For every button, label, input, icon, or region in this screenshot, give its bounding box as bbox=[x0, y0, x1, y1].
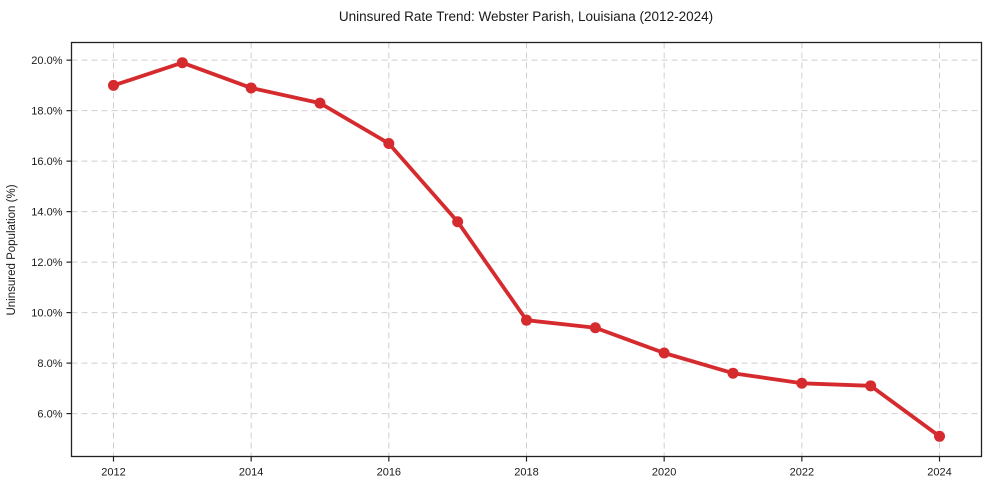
trend-line bbox=[111, 60, 942, 439]
y-axis-label: Uninsured Population (%) bbox=[6, 184, 18, 315]
x-tick-label: 2018 bbox=[514, 467, 538, 479]
x-tick-label: 2016 bbox=[377, 467, 401, 479]
x-tick-label: 2022 bbox=[790, 467, 814, 479]
data-point-marker bbox=[589, 322, 601, 334]
x-tick-label: 2014 bbox=[239, 467, 263, 479]
y-tick-label: 8.0% bbox=[37, 358, 62, 370]
y-tick-label: 20.0% bbox=[31, 55, 62, 67]
data-point-marker bbox=[314, 97, 326, 109]
data-point-marker bbox=[107, 79, 119, 91]
data-point-marker bbox=[383, 137, 395, 149]
y-tick-label: 12.0% bbox=[31, 257, 62, 269]
y-tick-label: 16.0% bbox=[31, 156, 62, 168]
data-point-marker bbox=[658, 347, 670, 359]
x-tick-label: 2024 bbox=[927, 467, 951, 479]
y-tick-label: 18.0% bbox=[31, 106, 62, 118]
data-point-marker bbox=[727, 367, 739, 379]
data-point-marker bbox=[176, 57, 188, 69]
y-tick-label: 10.0% bbox=[31, 308, 62, 320]
data-point-marker bbox=[865, 380, 877, 392]
data-point-marker bbox=[452, 216, 464, 228]
data-point-marker bbox=[245, 82, 257, 94]
y-tick-label: 6.0% bbox=[37, 409, 62, 421]
data-point-marker bbox=[796, 377, 808, 389]
x-tick-label: 2012 bbox=[101, 467, 125, 479]
x-tick-label: 2020 bbox=[652, 467, 676, 479]
data-point-marker bbox=[934, 430, 946, 442]
plot-border bbox=[70, 41, 983, 458]
chart-title: Uninsured Rate Trend: Webster Parish, Lo… bbox=[339, 9, 713, 24]
y-tick-label: 14.0% bbox=[31, 207, 62, 219]
data-point-marker bbox=[521, 314, 532, 326]
